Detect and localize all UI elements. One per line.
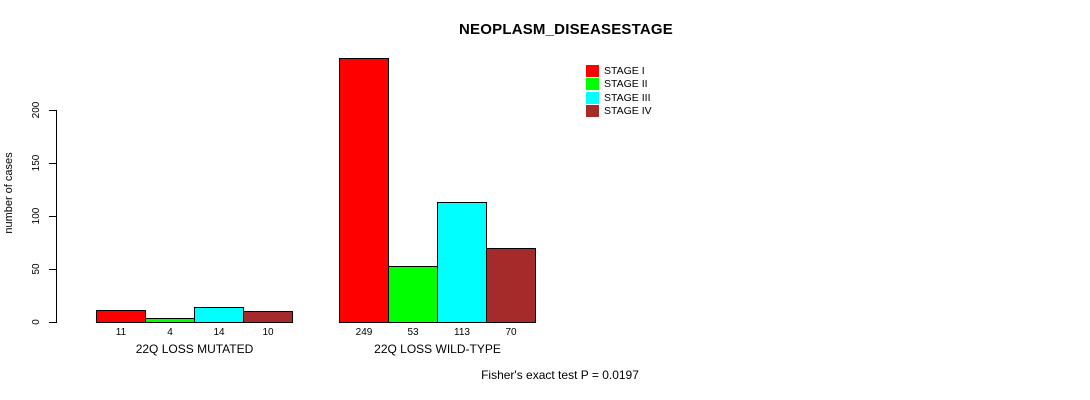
y-axis-tick-label: 100 — [31, 207, 42, 225]
legend-item: STAGE III — [586, 91, 652, 105]
legend-swatch-icon — [586, 78, 599, 91]
y-axis-tick — [49, 216, 56, 217]
legend-label: STAGE III — [604, 91, 651, 104]
y-axis-tick-label: 50 — [31, 263, 42, 275]
bar-value-label: 10 — [262, 327, 274, 338]
y-axis-tick — [49, 110, 56, 111]
stat-test-note: Fisher's exact test P = 0.0197 — [481, 368, 639, 382]
y-axis-line — [56, 110, 57, 323]
legend: STAGE I STAGE II STAGE III STAGE IV — [586, 64, 652, 118]
legend-item: STAGE II — [586, 78, 652, 92]
category-label: 22Q LOSS MUTATED — [135, 342, 254, 356]
legend-item: STAGE I — [586, 64, 652, 78]
bar — [486, 248, 536, 323]
bar-value-label: 70 — [505, 327, 517, 338]
legend-label: STAGE I — [604, 64, 645, 77]
bar-value-label: 249 — [355, 327, 373, 338]
y-axis-tick-label: 150 — [31, 154, 42, 172]
legend-swatch-icon — [586, 64, 599, 77]
bar — [339, 58, 389, 323]
bar — [145, 318, 195, 323]
y-axis-tick-label: 0 — [31, 319, 42, 325]
legend-swatch-icon — [586, 91, 599, 104]
bar-value-label: 4 — [167, 327, 173, 338]
bar-value-label: 11 — [115, 327, 127, 338]
legend-swatch-icon — [586, 105, 599, 118]
category-label: 22Q LOSS WILD-TYPE — [374, 342, 501, 356]
bar — [388, 266, 438, 323]
y-axis-tick-label: 200 — [31, 101, 42, 119]
bar — [437, 202, 487, 323]
page-title: NEOPLASM_DISEASESTAGE — [459, 21, 673, 38]
legend-label: STAGE II — [604, 78, 648, 91]
bar-value-label: 53 — [407, 327, 419, 338]
bar-value-label: 113 — [454, 327, 470, 338]
legend-item: STAGE IV — [586, 105, 652, 119]
bar — [243, 311, 293, 323]
bar — [194, 307, 244, 323]
y-axis-tick — [49, 163, 56, 164]
bar — [96, 310, 146, 323]
y-axis-label: number of cases — [3, 152, 15, 234]
legend-label: STAGE IV — [604, 105, 652, 118]
bar-value-label: 14 — [213, 327, 225, 338]
y-axis-tick — [49, 322, 56, 323]
y-axis-tick — [49, 269, 56, 270]
